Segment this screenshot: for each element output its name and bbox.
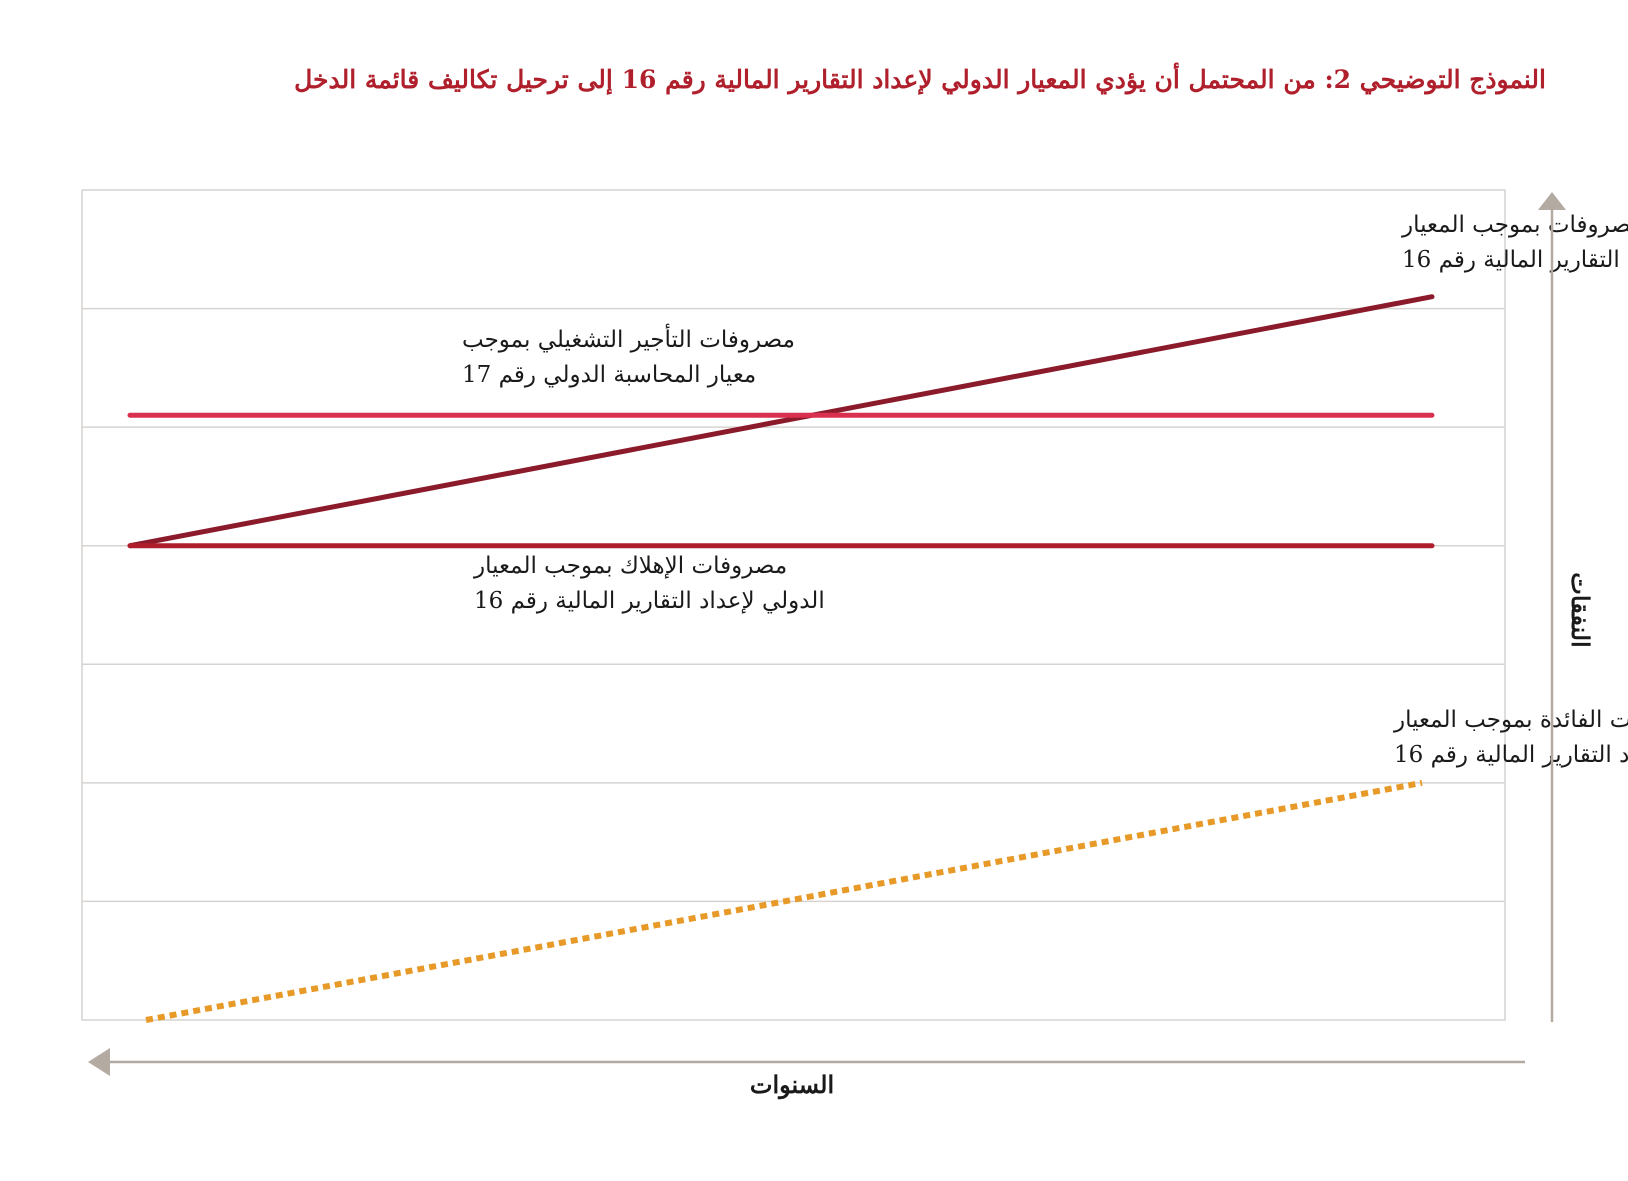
series-labels: إجمالي المصروفات بموجب المعيار الدولي لإع…	[462, 212, 1628, 769]
x-axis-arrow-icon	[88, 1048, 110, 1076]
series-line-4	[145, 779, 1423, 1023]
series-label-line: الدولي لإعداد التقارير المالية رقم 16	[474, 588, 825, 615]
series-label-4: مصروفات الفائدة بموجب المعيار الدولي لإعد…	[1393, 707, 1628, 769]
series-lines	[127, 294, 1435, 1023]
series-label-line: مصروفات الفائدة بموجب المعيار	[1393, 707, 1628, 733]
y-axis-label: النفقات	[1566, 572, 1595, 647]
series-label-line: مصروفات التأجير التشغيلي بموجب	[462, 323, 795, 353]
series-label-line: الدولي لإعداد التقارير المالية رقم 16	[1394, 742, 1628, 769]
series-label-line: مصروفات الإهلاك بموجب المعيار	[473, 553, 787, 580]
y-axis-arrow-icon	[1538, 192, 1566, 210]
series-line-1	[127, 294, 1435, 549]
series-label-line: الدولي لإعداد التقارير المالية رقم 16	[1402, 247, 1628, 274]
chart-title: النموذج التوضيحي 2: من المحتمل أن يؤدي ا…	[294, 65, 1546, 94]
series-label-3: مصروفات الإهلاك بموجب المعيار الدولي لإعد…	[473, 553, 825, 615]
series-label-2: مصروفات التأجير التشغيلي بموجب معيار المح…	[462, 323, 795, 388]
plot-frame	[81, 189, 1506, 1021]
series-label-line: إجمالي المصروفات بموجب المعيار	[1401, 212, 1628, 239]
axes: السنوات النفقات	[88, 192, 1595, 1100]
x-axis-label: السنوات	[750, 1070, 834, 1100]
series-label-line: معيار المحاسبة الدولي رقم 17	[462, 362, 756, 388]
series-label-1: إجمالي المصروفات بموجب المعيار الدولي لإع…	[1401, 212, 1628, 274]
